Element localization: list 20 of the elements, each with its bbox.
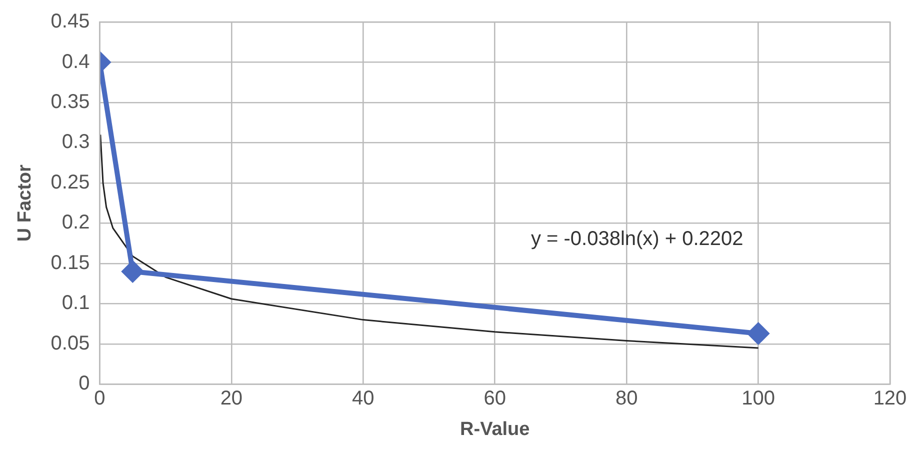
x-tick-label: 20 [220,388,243,410]
x-tick-label: 40 [352,388,374,410]
y-tick-label: 0.4 [62,50,90,73]
x-tick-label: 120 [873,388,907,410]
y-tick-label: 0.15 [50,252,90,274]
y-tick-label: 0.2 [62,212,90,234]
y-tick-label: 0.35 [50,91,90,114]
y-tick-label: 0 [78,372,90,395]
y-axis-title: U Factor [14,164,36,242]
y-tick-label: 0.45 [50,10,90,33]
x-tick-label: 60 [484,388,506,410]
y-tick-label: 0.25 [50,171,90,194]
x-tick-label: 0 [94,388,106,410]
x-axis-title: R-Value [460,418,530,440]
y-tick-label: 0.05 [50,332,90,354]
annotation: y = -0.038ln(x) + 0.2202 [530,228,744,250]
y-tick-label: 0.3 [62,131,90,154]
x-tick-label: 80 [615,388,638,410]
x-tick-label: 100 [742,388,775,410]
y-tick-label: 0.1 [62,292,90,314]
